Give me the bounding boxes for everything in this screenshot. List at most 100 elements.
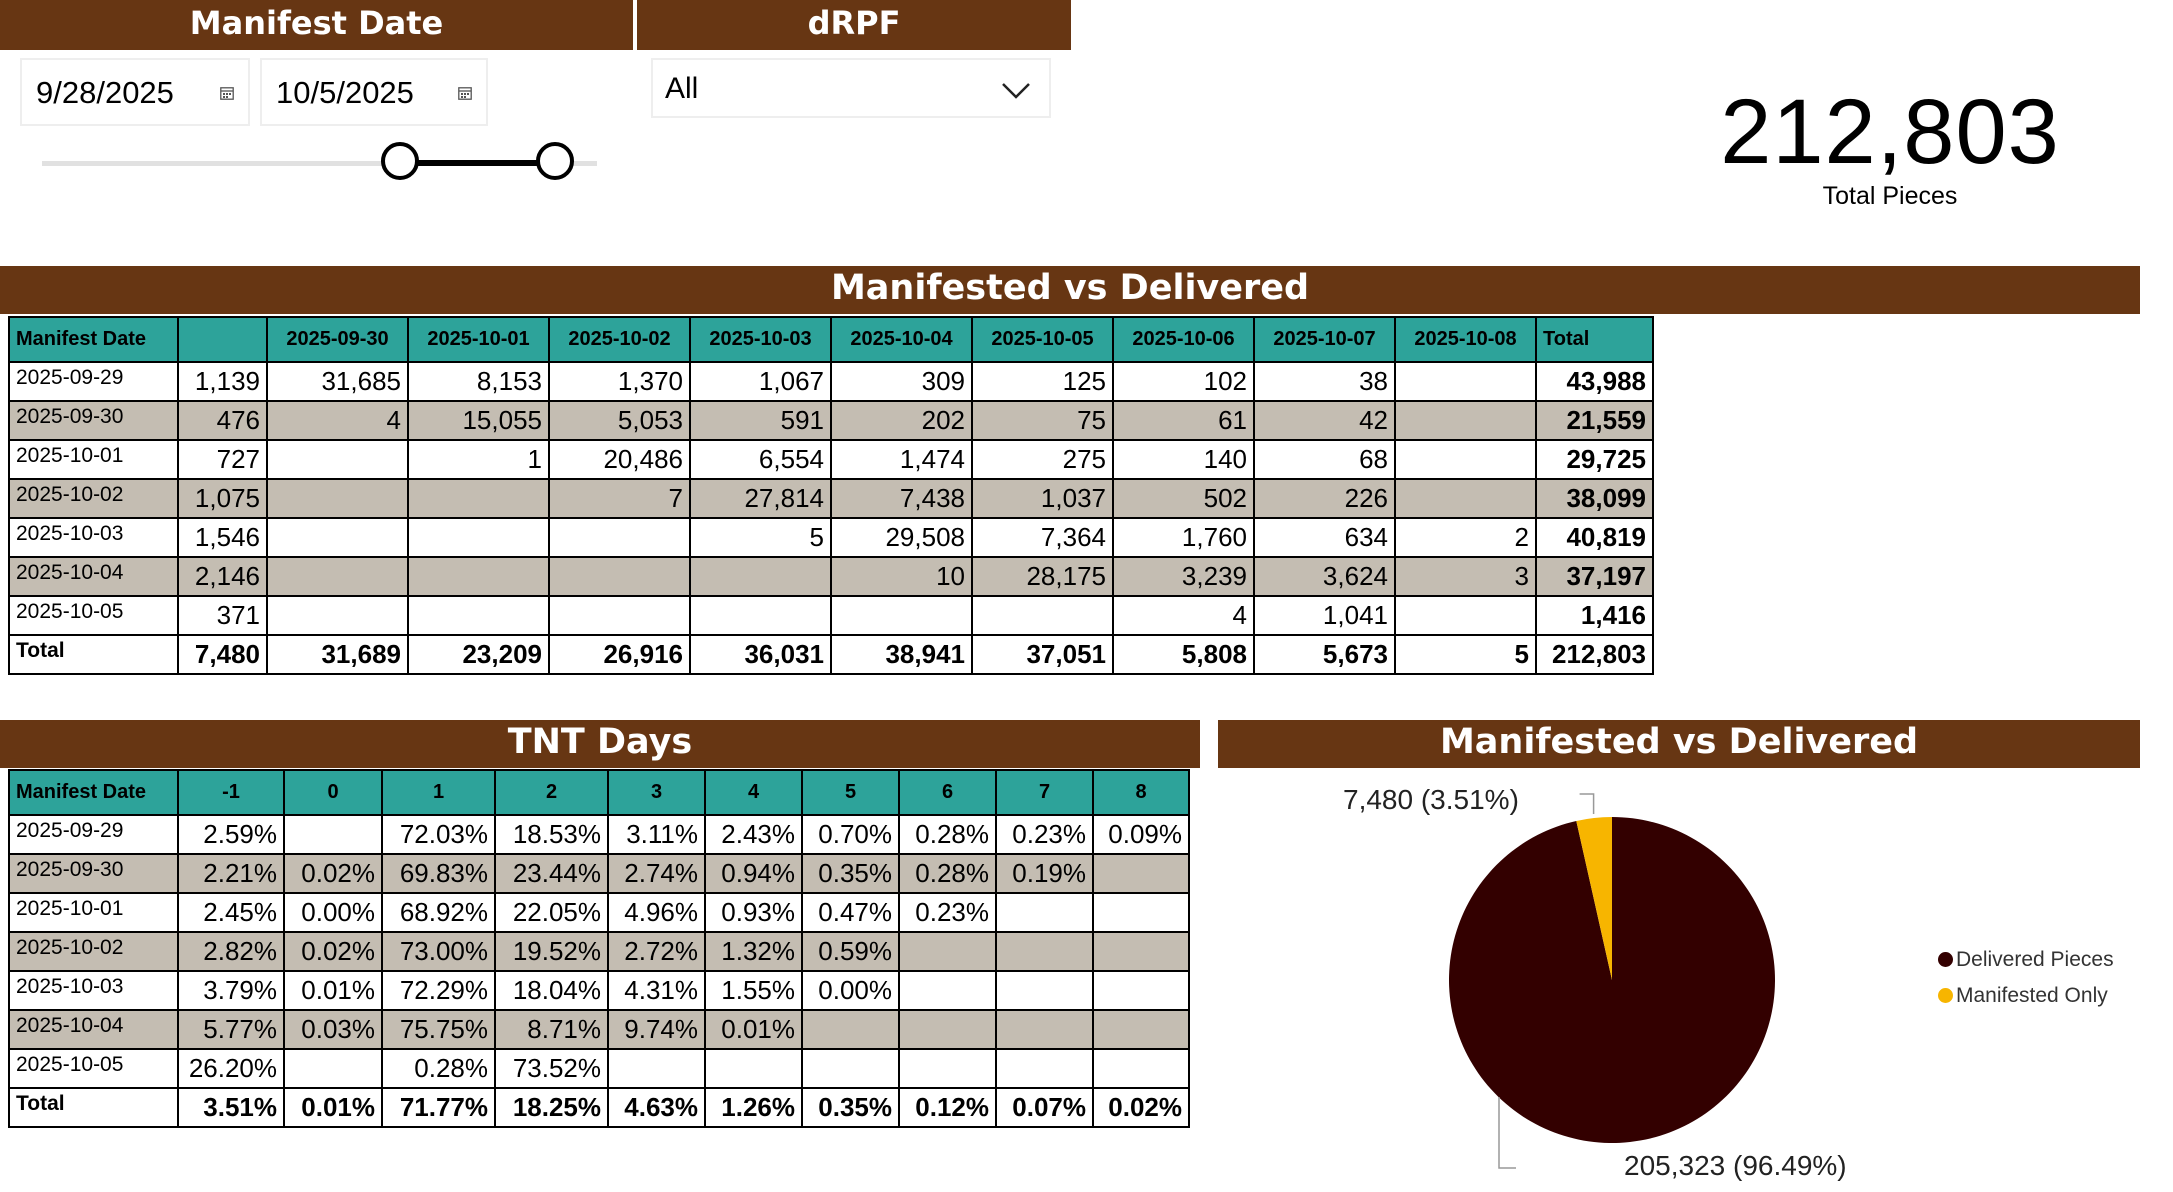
legend-item-manifested-only[interactable]: Manifested Only	[1938, 984, 2114, 1008]
table-cell[interactable]: 0.01%	[283, 1087, 383, 1128]
table-cell[interactable]: 0.47%	[801, 892, 900, 933]
row-header-cell[interactable]: Total	[8, 634, 179, 675]
row-header-cell[interactable]: 2025-10-03	[8, 970, 179, 1011]
table-cell[interactable]: 0.23%	[898, 892, 997, 933]
column-header[interactable]: 3	[607, 769, 706, 816]
table-cell[interactable]	[995, 1048, 1094, 1089]
table-cell[interactable]	[548, 595, 691, 636]
table-row[interactable]: 2025-10-02 2.82% 0.02% 73.00% 19.52% 2.72% 1.3…	[8, 931, 1190, 972]
table-cell[interactable]: 0.02%	[283, 853, 383, 894]
table-cell[interactable]	[830, 595, 973, 636]
table-cell[interactable]: 2.21%	[177, 853, 285, 894]
table-row[interactable]: 2025-10-04 5.77% 0.03% 75.75% 8.71% 9.74% 0.01…	[8, 1009, 1190, 1050]
table-cell[interactable]: 18.53%	[494, 814, 609, 855]
column-header[interactable]: 2025-10-06	[1112, 316, 1255, 363]
table-cell[interactable]: 7,438	[830, 478, 973, 519]
column-header[interactable]: 2025-10-07	[1253, 316, 1396, 363]
table-cell[interactable]	[266, 478, 409, 519]
column-header[interactable]: 2025-10-02	[548, 316, 691, 363]
table-cell[interactable]: 1.55%	[704, 970, 803, 1011]
table-cell[interactable]	[407, 595, 550, 636]
table-cell[interactable]: 275	[971, 439, 1114, 480]
table-cell[interactable]: 309	[830, 361, 973, 402]
table-cell[interactable]: 71.77%	[381, 1087, 496, 1128]
table-row[interactable]: 2025-10-05 26.20% 0.28% 73.52%	[8, 1048, 1190, 1089]
table-cell[interactable]: 28,175	[971, 556, 1114, 597]
table-cell[interactable]: 1.32%	[704, 931, 803, 972]
table-cell[interactable]: 1,075	[177, 478, 268, 519]
table-cell[interactable]: 0.01%	[283, 970, 383, 1011]
table-cell[interactable]: 15,055	[407, 400, 550, 441]
table-cell[interactable]: 727	[177, 439, 268, 480]
table-cell[interactable]: 1,474	[830, 439, 973, 480]
table-cell[interactable]	[704, 1048, 803, 1089]
table-cell[interactable]: 0.59%	[801, 931, 900, 972]
table-cell[interactable]: 1,370	[548, 361, 691, 402]
table-cell[interactable]: 21,559	[1535, 400, 1654, 441]
row-header-cell[interactable]: 2025-10-01	[8, 892, 179, 933]
table-cell[interactable]: 0.00%	[283, 892, 383, 933]
table-cell[interactable]: 37,051	[971, 634, 1114, 675]
table-cell[interactable]	[1394, 478, 1537, 519]
table-cell[interactable]	[995, 931, 1094, 972]
table-cell[interactable]: 476	[177, 400, 268, 441]
table-cell[interactable]: 72.29%	[381, 970, 496, 1011]
table-cell[interactable]: 9.74%	[607, 1009, 706, 1050]
column-header[interactable]: Manifest Date	[8, 769, 179, 816]
row-header-cell[interactable]: Total	[8, 1087, 179, 1128]
row-header-cell[interactable]: 2025-10-04	[8, 1009, 179, 1050]
table-cell[interactable]: 0.93%	[704, 892, 803, 933]
date-range-slider-track[interactable]	[42, 161, 597, 166]
table-cell[interactable]: 4	[266, 400, 409, 441]
column-header[interactable]: Total	[1535, 316, 1654, 363]
column-header[interactable]: Manifest Date	[8, 316, 179, 363]
table-cell[interactable]	[1394, 400, 1537, 441]
column-header[interactable]: 2025-10-08	[1394, 316, 1537, 363]
table-cell[interactable]: 3,239	[1112, 556, 1255, 597]
table-cell[interactable]: 10	[830, 556, 973, 597]
table-cell[interactable]	[971, 595, 1114, 636]
table-cell[interactable]: 68.92%	[381, 892, 496, 933]
table-cell[interactable]: 6,554	[689, 439, 832, 480]
table-row[interactable]: 2025-10-04 2,146 10 28,175 3,239 3,624 3 37,197	[8, 556, 1654, 597]
table-cell[interactable]: 1,760	[1112, 517, 1255, 558]
table-cell[interactable]	[283, 1048, 383, 1089]
table-cell[interactable]: 37,197	[1535, 556, 1654, 597]
table-cell[interactable]: 20,486	[548, 439, 691, 480]
table-cell[interactable]	[283, 814, 383, 855]
table-cell[interactable]: 75.75%	[381, 1009, 496, 1050]
row-header-cell[interactable]: 2025-10-02	[8, 931, 179, 972]
table-cell[interactable]: 0.70%	[801, 814, 900, 855]
table-cell[interactable]: 43,988	[1535, 361, 1654, 402]
row-header-cell[interactable]: 2025-10-01	[8, 439, 179, 480]
column-header[interactable]	[177, 316, 268, 363]
table-cell[interactable]: 5,808	[1112, 634, 1255, 675]
table-cell[interactable]: 22.05%	[494, 892, 609, 933]
table-cell[interactable]: 3	[1394, 556, 1537, 597]
table-cell[interactable]	[266, 439, 409, 480]
table-cell[interactable]: 212,803	[1535, 634, 1654, 675]
table-cell[interactable]: 2.59%	[177, 814, 285, 855]
table-row[interactable]: 2025-10-01 727 1 20,486 6,554 1,474 275 140 68 29…	[8, 439, 1654, 480]
table-cell[interactable]: 18.04%	[494, 970, 609, 1011]
table-cell[interactable]: 38	[1253, 361, 1396, 402]
table-cell[interactable]	[1394, 439, 1537, 480]
table-cell[interactable]	[1092, 853, 1190, 894]
table-cell[interactable]: 3.51%	[177, 1087, 285, 1128]
column-header[interactable]: 2025-10-03	[689, 316, 832, 363]
table-cell[interactable]	[689, 556, 832, 597]
table-cell[interactable]: 29,508	[830, 517, 973, 558]
table-cell[interactable]	[548, 517, 691, 558]
column-header[interactable]: 4	[704, 769, 803, 816]
table-row[interactable]: 2025-10-05 371 4 1,041 1,416	[8, 595, 1654, 636]
table-cell[interactable]: 40,819	[1535, 517, 1654, 558]
table-cell[interactable]: 502	[1112, 478, 1255, 519]
table-cell[interactable]: 23,209	[407, 634, 550, 675]
calendar-icon[interactable]	[458, 86, 472, 100]
table-cell[interactable]: 42	[1253, 400, 1396, 441]
table-cell[interactable]	[898, 931, 997, 972]
table-cell[interactable]	[266, 556, 409, 597]
table-cell[interactable]: 18.25%	[494, 1087, 609, 1128]
table-cell[interactable]	[1092, 892, 1190, 933]
total-row[interactable]: Total 7,480 31,689 23,209 26,916 36,031 38,941…	[8, 634, 1654, 675]
